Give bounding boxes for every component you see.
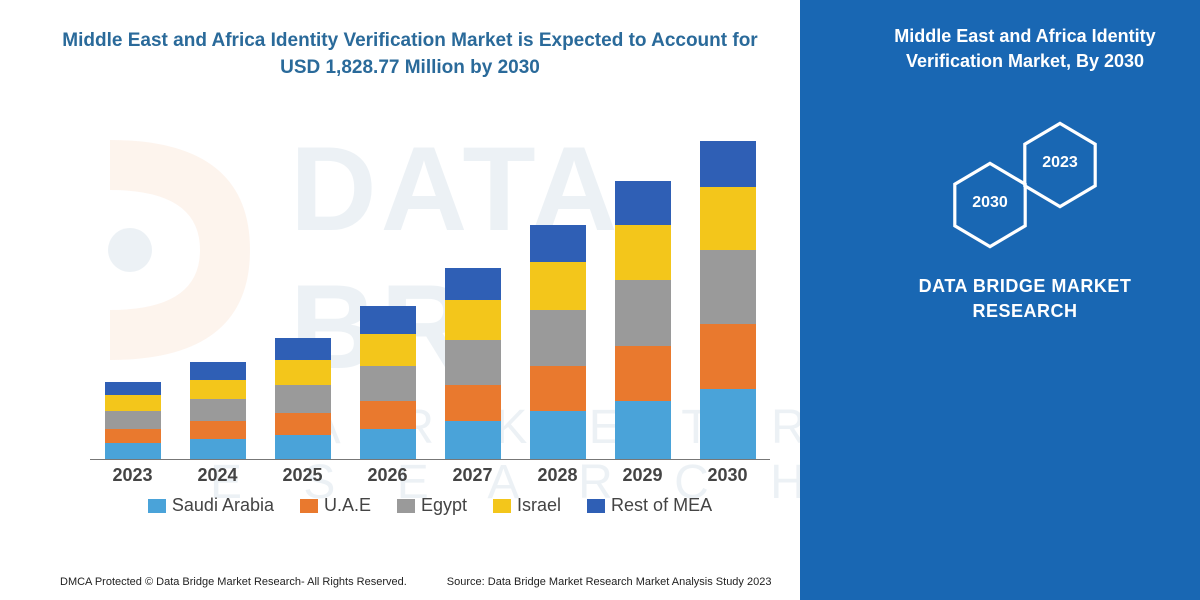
x-label: 2028 — [528, 465, 588, 486]
chart-plot-area — [90, 140, 770, 460]
bar-segment-egypt — [700, 250, 756, 324]
bar-segment-egypt — [275, 385, 331, 413]
legend-item-israel: Israel — [493, 495, 561, 516]
bar-stack — [700, 141, 756, 459]
legend-label: U.A.E — [324, 495, 371, 516]
bar-stack — [190, 362, 246, 459]
bar-stack — [530, 225, 586, 459]
hexagon-group: 2030 2023 — [950, 120, 1150, 250]
bar-segment-egypt — [105, 411, 161, 429]
x-axis-line — [90, 459, 770, 460]
bar-segment-israel — [445, 300, 501, 340]
legend-item-rest-of-mea: Rest of MEA — [587, 495, 712, 516]
bar-segment-saudi-arabia — [190, 439, 246, 459]
bar-segment-u.a.e — [105, 429, 161, 443]
bar-segment-egypt — [445, 340, 501, 386]
legend-label: Israel — [517, 495, 561, 516]
bar-stack — [615, 181, 671, 459]
bar-segment-israel — [275, 360, 331, 386]
bar-segment-rest-of-mea — [190, 362, 246, 380]
footer-source: Source: Data Bridge Market Research Mark… — [447, 576, 772, 588]
legend-item-saudi-arabia: Saudi Arabia — [148, 495, 274, 516]
bar-segment-egypt — [615, 280, 671, 346]
bar-segment-rest-of-mea — [700, 141, 756, 187]
chart-region: Middle East and Africa Identity Verifica… — [0, 0, 800, 600]
bar-stack — [275, 338, 331, 459]
bar-2025 — [273, 338, 333, 459]
legend: Saudi Arabia U.A.E Egypt Israel Rest of MEA — [90, 495, 770, 516]
legend-swatch — [493, 499, 511, 513]
legend-item-u.a.e: U.A.E — [300, 495, 371, 516]
bar-segment-israel — [615, 225, 671, 281]
bar-segment-egypt — [360, 366, 416, 402]
bar-segment-israel — [360, 334, 416, 366]
bar-stack — [360, 306, 416, 459]
x-label: 2026 — [358, 465, 418, 486]
bar-segment-israel — [530, 262, 586, 310]
x-label: 2027 — [443, 465, 503, 486]
bar-segment-saudi-arabia — [275, 435, 331, 459]
bar-2029 — [613, 181, 673, 459]
bar-segment-rest-of-mea — [615, 181, 671, 225]
bar-stack — [105, 382, 161, 459]
bar-segment-rest-of-mea — [275, 338, 331, 360]
bar-2028 — [528, 225, 588, 459]
hexagon-label-2023: 2023 — [1020, 154, 1100, 172]
legend-swatch — [300, 499, 318, 513]
bar-2024 — [188, 362, 248, 459]
hexagon-2023: 2023 — [1020, 120, 1100, 210]
bar-segment-saudi-arabia — [615, 401, 671, 459]
bar-segment-u.a.e — [615, 346, 671, 402]
bar-segment-israel — [105, 395, 161, 411]
x-axis-labels: 2023 2024 2025 2026 2027 2028 2029 2030 — [90, 465, 770, 486]
bars-container — [90, 139, 770, 459]
footer-dmca: DMCA Protected © Data Bridge Market Rese… — [60, 576, 407, 588]
x-label: 2025 — [273, 465, 333, 486]
legend-item-egypt: Egypt — [397, 495, 467, 516]
bar-segment-u.a.e — [530, 366, 586, 412]
bar-2023 — [103, 382, 163, 459]
footer: DMCA Protected © Data Bridge Market Rese… — [60, 576, 771, 588]
brand-text: DATA BRIDGE MARKET RESEARCH — [870, 274, 1180, 324]
bar-segment-u.a.e — [190, 421, 246, 439]
x-label: 2024 — [188, 465, 248, 486]
hexagon-label-2030: 2030 — [950, 194, 1030, 212]
bar-segment-israel — [700, 187, 756, 251]
bar-segment-u.a.e — [700, 324, 756, 390]
bar-2030 — [698, 141, 758, 459]
chart-title: Middle East and Africa Identity Verifica… — [60, 28, 760, 81]
bar-segment-rest-of-mea — [445, 268, 501, 300]
bar-segment-saudi-arabia — [700, 389, 756, 459]
bar-segment-saudi-arabia — [105, 443, 161, 459]
bar-2027 — [443, 268, 503, 459]
bar-segment-u.a.e — [360, 401, 416, 429]
bar-segment-egypt — [190, 399, 246, 421]
x-label: 2029 — [613, 465, 673, 486]
legend-swatch — [148, 499, 166, 513]
legend-label: Egypt — [421, 495, 467, 516]
bar-segment-egypt — [530, 310, 586, 366]
bar-segment-saudi-arabia — [445, 421, 501, 459]
bar-segment-saudi-arabia — [360, 429, 416, 459]
bar-segment-rest-of-mea — [530, 225, 586, 263]
bar-segment-saudi-arabia — [530, 411, 586, 459]
x-label: 2023 — [103, 465, 163, 486]
bar-stack — [445, 268, 501, 459]
bar-segment-u.a.e — [275, 413, 331, 435]
bar-segment-u.a.e — [445, 385, 501, 421]
bar-2026 — [358, 306, 418, 459]
legend-label: Rest of MEA — [611, 495, 712, 516]
bar-segment-rest-of-mea — [105, 382, 161, 396]
right-panel-content: Middle East and Africa Identity Verifica… — [860, 0, 1200, 600]
legend-swatch — [587, 499, 605, 513]
hexagon-2030: 2030 — [950, 160, 1030, 250]
legend-swatch — [397, 499, 415, 513]
legend-label: Saudi Arabia — [172, 495, 274, 516]
x-label: 2030 — [698, 465, 758, 486]
page: DATA BRI M A R K E T R E S E A R C H Mid… — [0, 0, 1200, 600]
right-panel-title: Middle East and Africa Identity Verifica… — [870, 24, 1180, 74]
bar-segment-israel — [190, 380, 246, 400]
bar-segment-rest-of-mea — [360, 306, 416, 334]
right-panel: Middle East and Africa Identity Verifica… — [800, 0, 1200, 600]
